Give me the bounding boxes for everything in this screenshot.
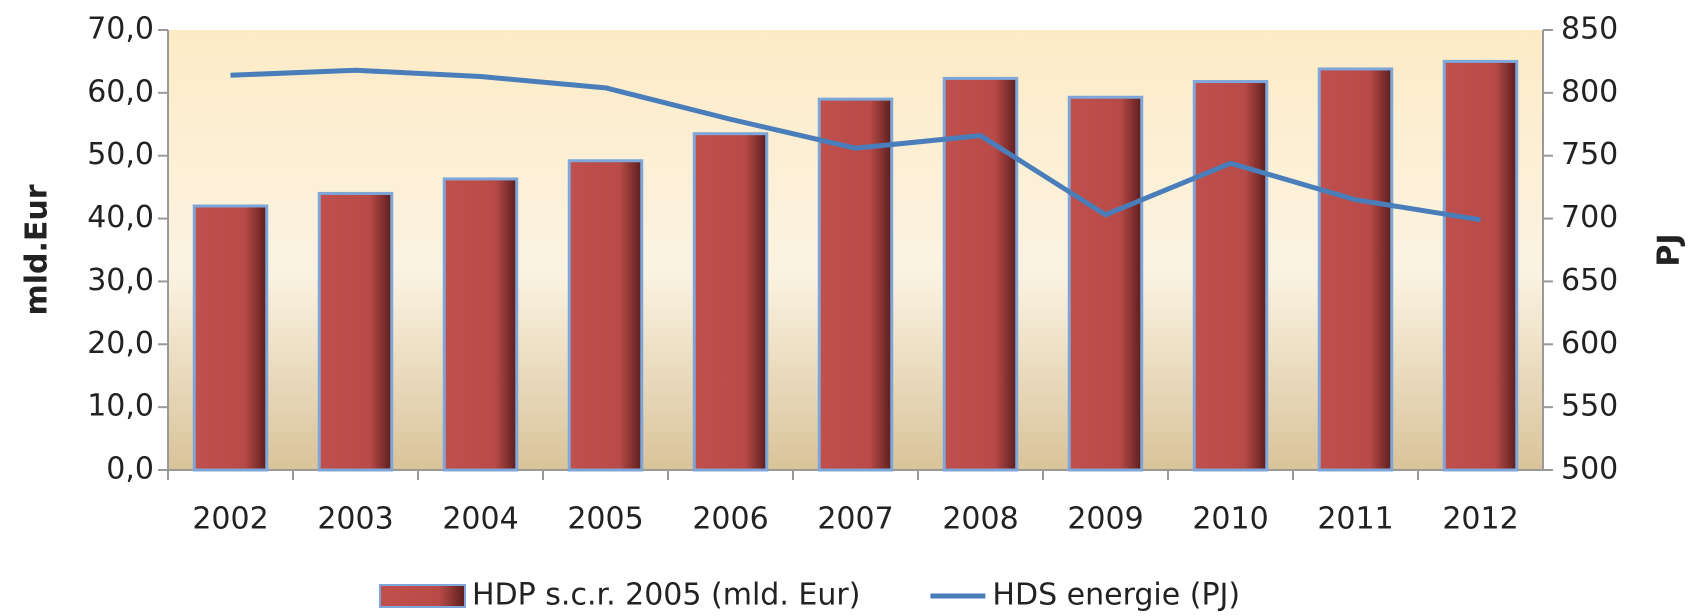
bar — [1192, 80, 1269, 472]
x-tick-label: 2004 — [442, 502, 518, 537]
x-tick-label: 2011 — [1317, 502, 1393, 537]
y2-tick-label: 850 — [1561, 12, 1618, 47]
y2-tick-label: 700 — [1561, 200, 1618, 235]
x-tick-label: 2003 — [317, 502, 393, 537]
y2-tick-label: 800 — [1561, 74, 1618, 109]
y2-tick-label: 550 — [1561, 389, 1618, 424]
bar — [192, 204, 269, 472]
bar — [1317, 67, 1394, 472]
x-tick-label: 2010 — [1192, 502, 1268, 537]
x-tick-label: 2006 — [692, 502, 768, 537]
bar — [817, 97, 894, 472]
y-tick-label: 40,0 — [87, 200, 154, 235]
y-axis-label: mld.Eur — [20, 184, 55, 315]
y-tick-label: 0,0 — [106, 452, 154, 487]
y-tick-label: 20,0 — [87, 326, 154, 361]
bar — [942, 76, 1019, 472]
y2-tick-label: 750 — [1561, 137, 1618, 172]
x-tick-label: 2012 — [1442, 502, 1518, 537]
bar — [1067, 95, 1144, 472]
y2-axis-label: PJ — [1652, 233, 1687, 266]
y-tick-label: 10,0 — [87, 389, 154, 424]
bar — [442, 177, 519, 472]
x-tick-label: 2005 — [567, 502, 643, 537]
legend-label: HDP s.c.r. 2005 (mld. Eur) — [472, 578, 860, 613]
y2-tick-label: 500 — [1561, 452, 1618, 487]
bar — [692, 132, 769, 472]
x-tick-label: 2002 — [192, 502, 268, 537]
line — [230, 67, 1481, 223]
legend-swatch — [379, 584, 466, 608]
bar — [1442, 59, 1519, 472]
y2-tick-label: 650 — [1561, 263, 1618, 298]
y-tick-label: 70,0 — [87, 12, 154, 47]
bar — [317, 191, 394, 472]
y-tick-label: 60,0 — [87, 74, 154, 109]
x-tick-label: 2008 — [942, 502, 1018, 537]
legend-label: HDS energie (PJ) — [992, 578, 1240, 613]
y-tick-label: 50,0 — [87, 137, 154, 172]
y-tick-label: 30,0 — [87, 263, 154, 298]
y2-tick-label: 600 — [1561, 326, 1618, 361]
x-tick-label: 2009 — [1067, 502, 1143, 537]
x-tick-label: 2007 — [817, 502, 893, 537]
bar — [567, 159, 644, 472]
